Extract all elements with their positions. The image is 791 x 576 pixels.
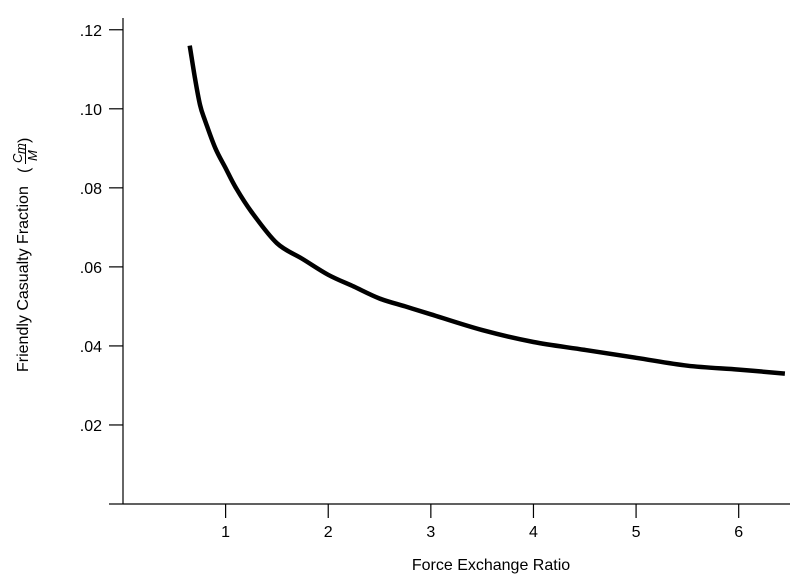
y-axis-fraction-numerator-subscript: m: [13, 143, 28, 154]
y-tick-label: .10: [80, 102, 102, 119]
y-tick-label: .04: [80, 339, 102, 356]
y-axis-fraction-numerator: C: [10, 153, 25, 163]
x-tick-label: 3: [426, 524, 435, 541]
x-tick-label: 6: [734, 524, 743, 541]
x-tick-label: 5: [632, 524, 641, 541]
y-axis-fraction-denominator: M: [25, 150, 40, 161]
series-group: [187, 45, 786, 376]
y-tick-label: .12: [80, 23, 102, 40]
x-tick-label: 2: [324, 524, 333, 541]
y-axis-title-open-paren: (: [16, 167, 33, 173]
y-tick-label: .06: [80, 260, 102, 277]
x-tick-label: 4: [529, 524, 538, 541]
y-tick-label: .02: [80, 418, 102, 435]
y-axis-title-text: Friendly Casualty Fraction: [15, 186, 32, 372]
y-axis-title-close-paren: ): [16, 138, 33, 143]
y-ticks: .02 .04 .06 .08 .10 .12: [80, 23, 123, 505]
x-tick-label: 1: [221, 524, 230, 541]
x-ticks: 1 2 3 4 5 6: [221, 504, 743, 541]
y-tick-label: .08: [80, 181, 102, 198]
y-axis-title: Friendly Casualty Fraction ( C m M ): [10, 138, 40, 372]
series-line: [187, 45, 786, 376]
chart-axes: [122, 18, 790, 505]
x-axis-title: Force Exchange Ratio: [412, 557, 570, 574]
